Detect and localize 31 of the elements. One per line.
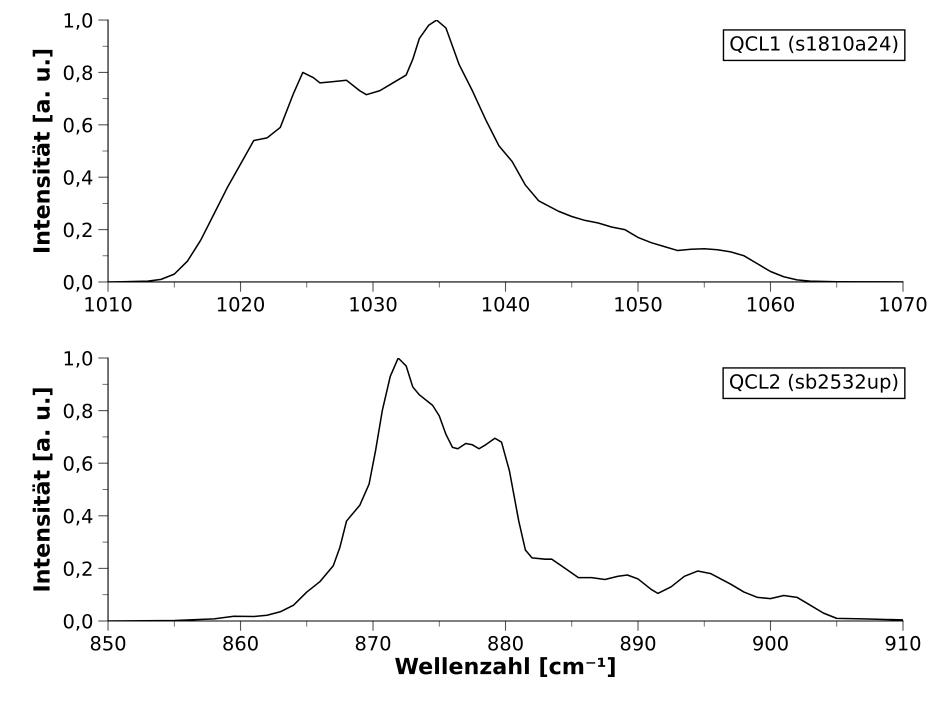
x-tick-label: 1010 [85,296,132,312]
y-tick-label: 0,2 [64,561,92,578]
y-tick-label: 0,0 [64,274,92,292]
y-tick-label: 0,4 [64,170,92,187]
x-tick-label: 910 [886,636,920,651]
x-tick-label: 860 [223,636,258,651]
y-tick-label: 0,8 [64,65,92,82]
x-tick-label: 870 [356,636,390,651]
x-tick-label: 850 [90,636,126,651]
y-axis-title: Intensität [a. u.] [32,388,53,591]
y-tick-label: 1,0 [64,13,92,30]
x-tick-label: 1040 [482,296,529,312]
x-tick-label: 900 [753,636,788,651]
x-tick-label: 1070 [880,296,926,312]
y-axis-title: Intensität [a. u.] [32,50,53,252]
x-tick-label: 880 [488,636,523,651]
x-tick-label: 1060 [748,296,794,312]
y-tick-label: 0,6 [64,118,92,134]
x-axis-title: Wellenzahl [cm⁻¹] [395,657,615,677]
x-tick-label: 1020 [218,296,264,312]
x-tick-label: 890 [620,636,656,651]
y-tick-label: 0,0 [64,614,92,631]
x-tick-label: 1050 [615,296,662,312]
annotation: QCL1 (s1810a24) [730,36,898,54]
x-tick-label: 1030 [350,296,396,312]
y-tick-label: 0,4 [64,508,92,526]
y-tick-label: 0,2 [64,222,92,240]
y-tick-label: 0,8 [64,404,92,420]
y-tick-label: 0,6 [64,456,92,473]
y-tick-label: 1,0 [64,350,92,368]
annotation: QCL2 (sb2532up) [730,374,898,393]
